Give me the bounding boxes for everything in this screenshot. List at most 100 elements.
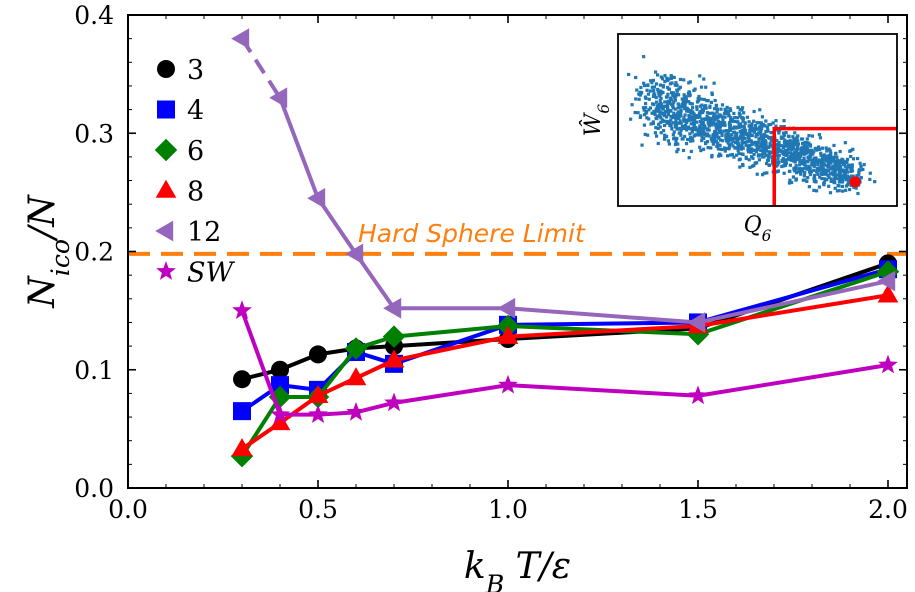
inset-point <box>679 113 683 117</box>
inset-point <box>723 123 727 128</box>
legend-label: 6 <box>187 136 204 167</box>
inset-point <box>762 132 766 137</box>
inset-point <box>645 88 649 92</box>
inset-point <box>822 169 826 173</box>
inset-point <box>710 139 714 143</box>
inset-point <box>833 160 837 164</box>
inset-point <box>799 167 803 171</box>
inset-point <box>667 142 671 146</box>
data-point <box>497 325 519 344</box>
inset-point <box>743 136 747 140</box>
inset-point <box>764 153 768 157</box>
inset-point <box>708 111 712 115</box>
series-segment <box>697 279 889 325</box>
inset-point <box>832 178 837 183</box>
inset-point <box>743 140 747 144</box>
inset-point <box>768 136 772 140</box>
inset-point <box>700 135 704 139</box>
inset-point <box>688 136 693 140</box>
inset-point <box>671 91 676 95</box>
inset-point <box>780 164 784 169</box>
inset-point <box>755 172 759 176</box>
inset-point <box>776 163 780 167</box>
inset-point <box>684 95 688 99</box>
inset-point <box>810 158 814 162</box>
inset-point <box>757 137 761 141</box>
inset-point <box>771 121 775 125</box>
inset-point <box>748 128 752 133</box>
inset-point <box>782 164 786 168</box>
data-point <box>233 370 251 389</box>
inset-point <box>787 141 791 145</box>
inset-point <box>677 87 681 91</box>
inset-point <box>729 142 734 146</box>
inset-point <box>668 82 672 86</box>
inset-point <box>780 144 784 148</box>
inset-point <box>720 133 724 138</box>
data-point <box>383 297 402 319</box>
inset-point <box>805 151 809 155</box>
inset-point <box>672 100 676 104</box>
inset-point <box>716 141 720 145</box>
inset-point <box>699 148 703 153</box>
legend-label: SW <box>187 258 235 289</box>
inset-point <box>732 111 736 116</box>
inset-point <box>725 105 729 109</box>
inset-point <box>692 121 696 125</box>
inset-point <box>658 83 662 87</box>
inset-point <box>783 162 787 166</box>
inset-point <box>750 142 754 147</box>
inset-point <box>666 92 670 96</box>
inset-point <box>807 150 811 154</box>
inset-point <box>677 103 681 107</box>
inset-point <box>719 129 723 133</box>
inset-point <box>741 162 745 167</box>
inset-point <box>649 122 653 126</box>
inset-point <box>733 116 737 120</box>
inset-point <box>666 101 671 105</box>
inset-point <box>733 136 737 141</box>
inset-point <box>816 162 820 167</box>
y-tick-label: 0.3 <box>74 119 114 148</box>
inset-point <box>833 169 837 173</box>
inset-point <box>823 154 827 159</box>
inset-point <box>837 177 841 181</box>
inset-point <box>794 164 798 168</box>
inset-point <box>829 151 833 155</box>
series-segment <box>507 326 699 342</box>
inset-point <box>752 109 756 114</box>
inset-point <box>636 111 640 115</box>
inset-point <box>741 133 745 137</box>
inset-point <box>774 142 778 147</box>
inset-point <box>663 74 667 78</box>
inset-point <box>718 152 722 156</box>
inset-point <box>767 163 771 167</box>
inset-point <box>762 171 766 175</box>
inset-point <box>678 105 683 109</box>
inset-point <box>848 149 852 153</box>
inset-point <box>774 124 778 128</box>
inset-point <box>838 166 842 170</box>
inset-point <box>679 121 683 125</box>
inset-point <box>739 147 743 151</box>
inset-point <box>735 153 739 157</box>
inset-point <box>720 121 724 125</box>
inset-point <box>712 112 717 116</box>
inset-point <box>736 137 740 141</box>
inset-point <box>722 111 727 115</box>
inset-point <box>789 158 794 162</box>
inset-point <box>763 139 768 143</box>
inset-point <box>658 98 662 102</box>
inset-point <box>812 173 816 178</box>
series-segment <box>393 324 509 339</box>
inset-point <box>749 125 754 129</box>
inset-point <box>697 94 701 99</box>
inset-point <box>673 107 677 111</box>
inset-point <box>777 149 782 153</box>
inset-point <box>738 129 742 134</box>
inset-point <box>858 161 862 165</box>
inset-point <box>745 115 749 119</box>
inset-point <box>666 108 670 112</box>
inset-point <box>691 139 695 143</box>
inset-point <box>819 151 823 155</box>
